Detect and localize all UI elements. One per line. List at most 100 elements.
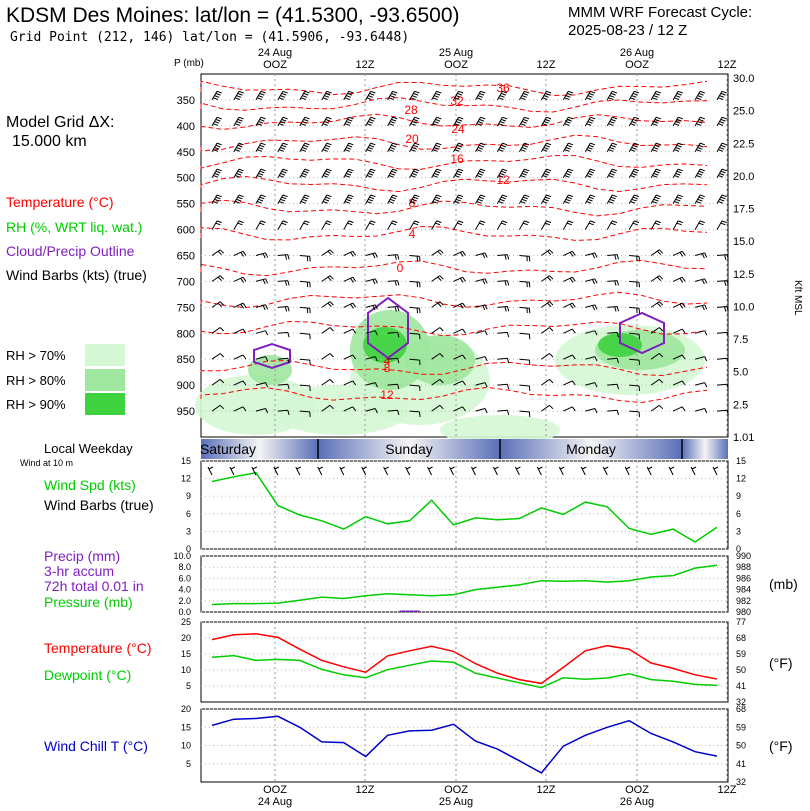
wind-barb [387, 168, 398, 178]
wind-barb [562, 142, 574, 153]
wind-barb [563, 276, 576, 283]
wind-barb [343, 142, 354, 153]
wind-barb [629, 410, 640, 417]
wind-barb [387, 357, 400, 364]
wind-barb [475, 278, 488, 285]
surface-wind-barb [690, 466, 697, 476]
left-tick-label: 0 [186, 544, 191, 554]
right-tick-label: 980 [736, 607, 751, 617]
right-tick-label: 6 [736, 509, 741, 519]
wind-barb [496, 116, 508, 127]
wind-barb [321, 142, 332, 153]
wind-barb [540, 116, 552, 127]
wind-barb [672, 302, 686, 309]
surface-wind-barb [624, 466, 631, 476]
p-axis-label: P (mb) [174, 58, 204, 69]
pressure-tick-label: 850 [177, 354, 195, 366]
bottom-time-label: 25 Aug [439, 796, 473, 808]
isotherm-label: 0 [397, 261, 404, 275]
isotherm-line [200, 80, 708, 97]
wind-barb [233, 302, 247, 309]
td-legend: Dewpoint (°C) [44, 667, 132, 683]
wind-barb [540, 220, 552, 230]
right-tick-label: 9 [736, 491, 741, 501]
wind-barb [409, 255, 421, 262]
wind-barb [233, 168, 244, 178]
wind-barb [453, 220, 464, 230]
wind-barb [672, 220, 683, 230]
wind-barb [299, 90, 310, 101]
surface-wind-barb [251, 466, 258, 476]
left-tick-label: 20 [181, 633, 191, 643]
wind-barb [497, 331, 510, 338]
top-time-label: 24 Aug [258, 47, 292, 59]
wind-barb [409, 142, 420, 153]
wind-barb [672, 116, 683, 127]
wind-barb [475, 382, 488, 388]
wind-barb [255, 252, 269, 259]
wind-barb [585, 382, 598, 388]
top-time-label: 26 Aug [620, 47, 654, 59]
wind-barb [299, 168, 310, 178]
wind-barb [387, 254, 400, 260]
wind-barb [299, 116, 310, 127]
model-cycle: MMM WRF Forecast Cycle: 2025-08-23 / 12 … [568, 4, 752, 40]
rh-legend: RH (%, WRT liq. wat.) [6, 219, 143, 235]
wind-barb [321, 275, 334, 282]
wind-barb [321, 90, 332, 101]
wind-barb [343, 328, 357, 334]
right-tick-label: 68 [736, 633, 746, 643]
precip-bar [399, 610, 420, 612]
wind-barb [628, 142, 640, 153]
wind-barb [387, 331, 400, 338]
rh90-swatch [85, 393, 125, 415]
precip-legend: Precip (mm) [44, 548, 121, 564]
surface-wind-barb [361, 466, 367, 476]
wind-barb [431, 142, 442, 153]
top-time-label: 12Z [356, 59, 375, 71]
wind-barb [255, 330, 269, 336]
day-band-segment [500, 439, 682, 459]
wind-barb [277, 194, 288, 204]
wind-barb [387, 280, 400, 286]
wind-barb [563, 328, 576, 334]
wind-barb [606, 90, 618, 101]
f-unit-wc: (°F) [769, 738, 793, 754]
wind-barb [409, 194, 420, 204]
wind-barb [387, 409, 400, 416]
kft-tick-label: 2.5 [733, 399, 748, 411]
wind-barb [475, 330, 488, 336]
wind-barb [475, 116, 486, 127]
wind-barb [365, 90, 376, 101]
wind-barb [431, 275, 444, 282]
wind-barb [299, 255, 311, 262]
wind-barb [453, 328, 466, 334]
wind-barb [628, 90, 640, 101]
wind-barb [496, 90, 508, 101]
surface-wind-barb [471, 466, 477, 476]
wind-barb [585, 252, 598, 259]
kft-tick-label: 30.0 [733, 73, 754, 85]
model-name: MMM WRF Forecast Cycle: [568, 4, 753, 21]
wind-barb [497, 383, 510, 390]
wind-barb [607, 254, 619, 260]
wind-barb [299, 220, 310, 230]
wind-barb [585, 304, 598, 311]
rh80-swatch [85, 369, 125, 391]
wind-chill-panel [200, 708, 729, 783]
f-unit-temp: (°F) [769, 655, 793, 671]
wind-barb [431, 301, 444, 308]
left-tick-label: 2.0 [178, 596, 191, 606]
wind-barb [606, 194, 618, 204]
wind-barb [321, 353, 334, 360]
wind-barb [365, 408, 378, 414]
weekday-label: Local Weekday [44, 441, 133, 456]
surface-wind-barb [449, 466, 455, 476]
wind-barb [672, 380, 686, 386]
wind-barb [519, 332, 531, 340]
wind-barb [365, 168, 376, 178]
cycle-time: 2025-08-23 / 12 Z [568, 22, 688, 39]
wind-barb [299, 332, 311, 340]
wind-barb [585, 330, 598, 336]
top-time-label: 12Z [537, 59, 556, 71]
